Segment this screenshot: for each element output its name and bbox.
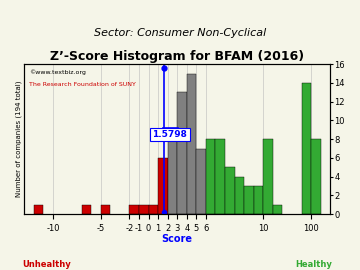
Text: The Research Foundation of SUNY: The Research Foundation of SUNY (29, 82, 136, 87)
Text: Unhealthy: Unhealthy (22, 260, 71, 269)
Bar (139, 205, 149, 214)
Bar (187, 74, 196, 214)
Bar (244, 186, 254, 214)
Text: ©www.textbiz.org: ©www.textbiz.org (29, 69, 86, 75)
Bar (130, 205, 139, 214)
Bar (225, 167, 235, 214)
Bar (216, 139, 225, 214)
Bar (168, 130, 177, 214)
Bar (273, 205, 282, 214)
Bar (34, 205, 44, 214)
Bar (235, 177, 244, 214)
Bar (196, 148, 206, 214)
Bar (101, 205, 110, 214)
Bar (158, 158, 168, 214)
Text: Sector: Consumer Non-Cyclical: Sector: Consumer Non-Cyclical (94, 28, 266, 38)
Bar (302, 83, 311, 214)
Bar (177, 92, 187, 214)
Title: Z’-Score Histogram for BFAM (2016): Z’-Score Histogram for BFAM (2016) (50, 50, 304, 63)
Bar (206, 139, 216, 214)
Y-axis label: Number of companies (194 total): Number of companies (194 total) (15, 81, 22, 197)
Bar (149, 205, 158, 214)
Text: 1.5798: 1.5798 (152, 130, 187, 139)
Bar (263, 139, 273, 214)
X-axis label: Score: Score (162, 234, 193, 244)
Bar (82, 205, 91, 214)
Bar (254, 186, 263, 214)
Text: Healthy: Healthy (295, 260, 332, 269)
Bar (311, 139, 321, 214)
